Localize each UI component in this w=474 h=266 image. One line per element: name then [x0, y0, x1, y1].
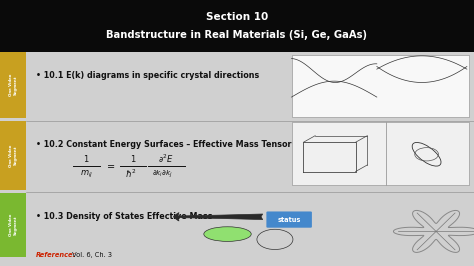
Bar: [0, 193, 26, 257]
Text: Section 10: Section 10: [206, 12, 268, 22]
Text: $\hbar^2$: $\hbar^2$: [126, 168, 137, 180]
Text: $m_{ij}$: $m_{ij}$: [80, 169, 93, 180]
Text: One Video
Segment: One Video Segment: [9, 144, 18, 167]
Text: =: =: [107, 162, 116, 172]
Text: • 10.1 E(k) diagrams in specific crystal directions: • 10.1 E(k) diagrams in specific crystal…: [36, 71, 259, 80]
Bar: [0, 121, 26, 190]
Text: 1: 1: [130, 155, 136, 164]
Bar: [0, 52, 26, 118]
Circle shape: [257, 229, 293, 250]
Text: $\partial^2 E$: $\partial^2 E$: [158, 153, 174, 165]
Bar: [292, 122, 386, 185]
Bar: [386, 122, 469, 185]
Text: • 10.2 Constant Energy Surfaces – Effective Mass Tensor: • 10.2 Constant Energy Surfaces – Effect…: [36, 140, 291, 149]
Text: status: status: [277, 217, 301, 223]
Bar: [0, 52, 474, 266]
Text: 1: 1: [82, 155, 88, 164]
Text: $\partial k_i \partial k_j$: $\partial k_i \partial k_j$: [152, 168, 173, 180]
Bar: [292, 55, 469, 117]
Text: Reference:: Reference:: [36, 252, 76, 258]
Text: One Video
Segment: One Video Segment: [9, 214, 18, 236]
Bar: [0, 0, 474, 52]
Text: • 10.3 Density of States Effective Mass: • 10.3 Density of States Effective Mass: [36, 212, 212, 221]
Text: Vol. 6, Ch. 3: Vol. 6, Ch. 3: [70, 252, 112, 258]
Text: Bandstructure in Real Materials (Si, Ge, GaAs): Bandstructure in Real Materials (Si, Ge,…: [107, 30, 367, 40]
Text: One Video
Segment: One Video Segment: [9, 74, 18, 96]
FancyBboxPatch shape: [266, 211, 312, 228]
Ellipse shape: [204, 227, 251, 242]
